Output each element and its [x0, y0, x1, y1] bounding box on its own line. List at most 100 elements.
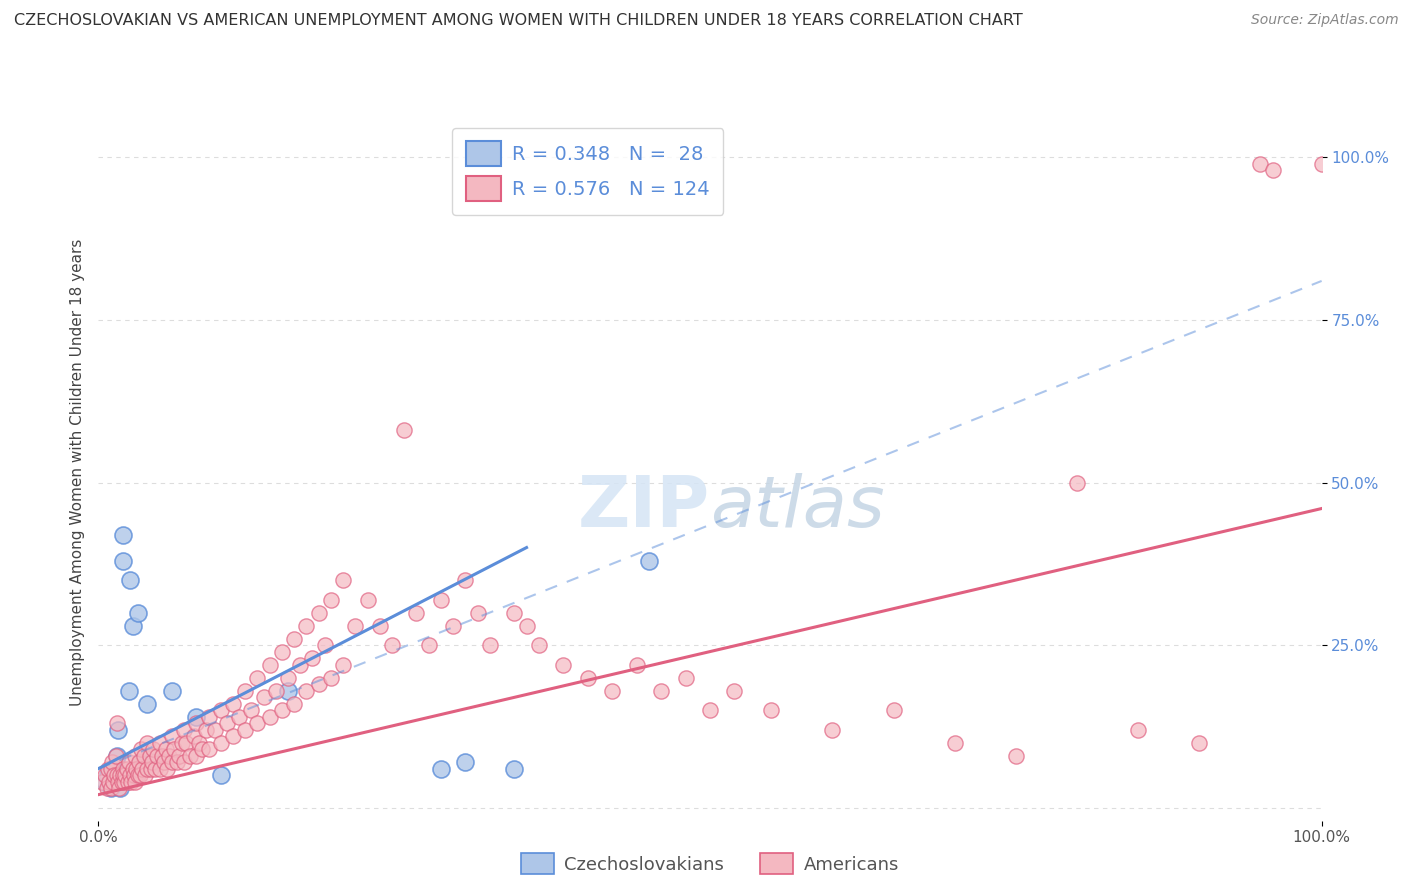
Point — [173, 723, 195, 737]
Point — [344, 618, 367, 632]
Point — [129, 755, 152, 769]
Point — [167, 748, 190, 763]
Point — [454, 573, 477, 587]
Point — [112, 774, 135, 789]
Point — [114, 768, 136, 782]
Point — [129, 742, 152, 756]
Point — [576, 671, 599, 685]
Point — [195, 723, 218, 737]
Point — [1249, 157, 1271, 171]
Point — [136, 697, 159, 711]
Point — [209, 736, 232, 750]
Point — [153, 755, 176, 769]
Point — [107, 723, 129, 737]
Point — [290, 657, 312, 672]
Point — [246, 716, 269, 731]
Y-axis label: Unemployment Among Women with Children Under 18 years: Unemployment Among Women with Children U… — [69, 239, 84, 706]
Point — [101, 774, 124, 789]
Point — [104, 774, 127, 789]
Point — [93, 774, 115, 789]
Point — [1004, 748, 1026, 763]
Point — [283, 697, 305, 711]
Point — [761, 703, 783, 717]
Point — [283, 632, 305, 646]
Text: atlas: atlas — [710, 473, 884, 542]
Point — [110, 768, 132, 782]
Point — [277, 683, 299, 698]
Point — [136, 736, 159, 750]
Point — [222, 729, 245, 743]
Point — [332, 657, 354, 672]
Point — [115, 762, 138, 776]
Point — [553, 657, 575, 672]
Point — [308, 677, 330, 691]
Point — [124, 774, 146, 789]
Point — [111, 553, 134, 567]
Point — [252, 690, 274, 704]
Point — [110, 781, 132, 796]
Text: Source: ZipAtlas.com: Source: ZipAtlas.com — [1251, 13, 1399, 28]
Point — [149, 736, 172, 750]
Point — [295, 618, 318, 632]
Point — [626, 657, 648, 672]
Point — [120, 774, 142, 789]
Point — [150, 748, 173, 763]
Point — [418, 638, 440, 652]
Point — [233, 683, 256, 698]
Point — [204, 723, 226, 737]
Point — [301, 651, 323, 665]
Point — [122, 768, 145, 782]
Point — [637, 553, 661, 567]
Point — [103, 768, 125, 782]
Point — [136, 762, 159, 776]
Point — [527, 638, 550, 652]
Point — [270, 644, 294, 658]
Point — [186, 748, 208, 763]
Point — [179, 748, 201, 763]
Point — [105, 716, 128, 731]
Point — [319, 671, 342, 685]
Point — [111, 774, 134, 789]
Point — [259, 709, 281, 723]
Point — [173, 755, 195, 769]
Point — [121, 762, 143, 776]
Point — [467, 606, 489, 620]
Point — [215, 716, 238, 731]
Point — [650, 683, 672, 698]
Point — [142, 742, 165, 756]
Point — [264, 683, 287, 698]
Point — [332, 573, 354, 587]
Point — [124, 748, 146, 763]
Point — [111, 527, 134, 541]
Point — [105, 768, 128, 782]
Point — [100, 762, 122, 776]
Point — [356, 592, 378, 607]
Point — [314, 638, 336, 652]
Point — [96, 781, 118, 796]
Point — [515, 618, 537, 632]
Point — [209, 703, 232, 717]
Legend: Czechoslovakians, Americans: Czechoslovakians, Americans — [513, 846, 907, 881]
Point — [114, 768, 136, 782]
Point — [104, 748, 127, 763]
Point — [100, 781, 122, 796]
Point — [166, 755, 188, 769]
Point — [392, 424, 416, 438]
Point — [430, 762, 453, 776]
Point — [118, 683, 141, 698]
Point — [127, 768, 149, 782]
Point — [111, 762, 134, 776]
Text: CZECHOSLOVAKIAN VS AMERICAN UNEMPLOYMENT AMONG WOMEN WITH CHILDREN UNDER 18 YEAR: CZECHOSLOVAKIAN VS AMERICAN UNEMPLOYMENT… — [14, 13, 1022, 29]
Point — [503, 606, 526, 620]
Text: ZIP: ZIP — [578, 473, 710, 542]
Point — [675, 671, 697, 685]
Point — [93, 768, 115, 782]
Point — [503, 762, 526, 776]
Point — [183, 729, 205, 743]
Point — [1066, 475, 1088, 490]
Point — [131, 762, 153, 776]
Point — [186, 709, 208, 723]
Point — [118, 755, 141, 769]
Point — [197, 709, 219, 723]
Point — [240, 703, 263, 717]
